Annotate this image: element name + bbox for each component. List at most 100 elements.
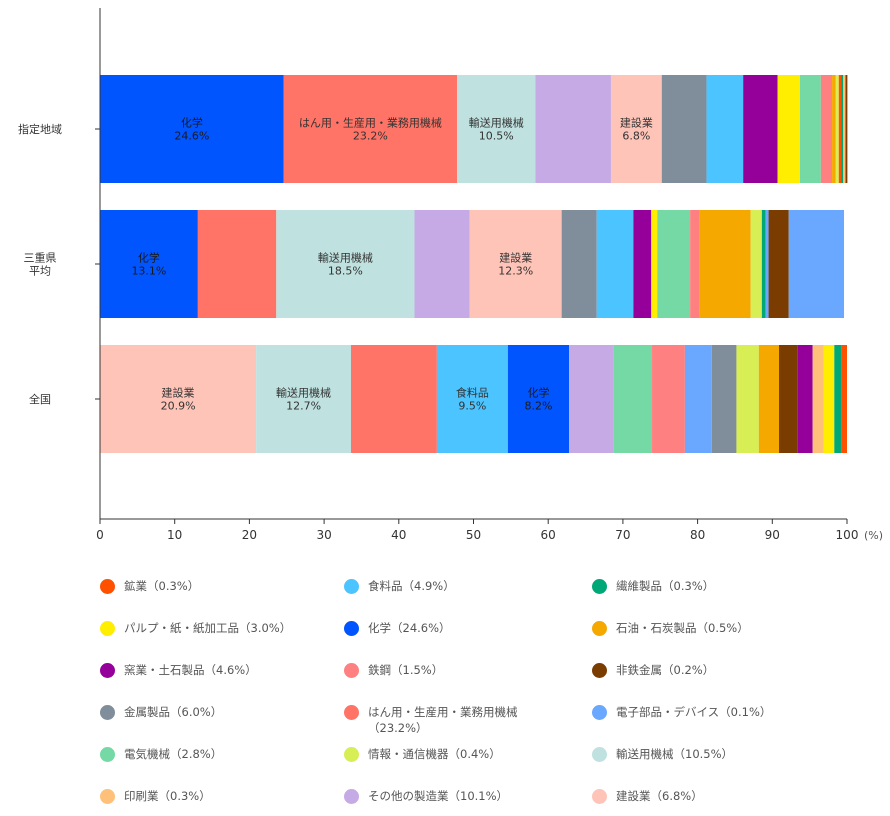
- legend-label: その他の製造業（10.1%）: [368, 789, 509, 803]
- legend-label: 輸送用機械（10.5%）: [616, 747, 734, 761]
- bar-segment: [823, 345, 835, 453]
- bar-segment: [841, 345, 847, 453]
- legend-label: 化学（24.6%）: [368, 621, 451, 635]
- legend-label: 石油・石炭製品（0.5%）: [616, 621, 749, 635]
- bar-segment: [765, 210, 769, 318]
- x-tick-label: 0: [96, 528, 104, 542]
- bar-segment: [436, 345, 508, 453]
- bar-segment: [652, 345, 685, 453]
- bar-segment: [736, 345, 759, 453]
- x-tick-label: 10: [167, 528, 182, 542]
- bar-segment: [684, 345, 712, 453]
- legend-label: はん用・生産用・業務用機械 （23.2%）: [368, 705, 518, 735]
- bar-segment: [832, 75, 836, 183]
- bar-segment: [690, 210, 700, 318]
- bar-segment: [256, 345, 351, 453]
- bar-segment: [750, 210, 762, 318]
- stacked-bar-chart: 化学 24.6% はん用・生産用・業務用機械 23.2% 輸送用機械 10.5% 建設業 6.…: [18, 8, 883, 542]
- bar-segment: [761, 210, 766, 318]
- bar-data-label: 化学 13.1%: [131, 251, 166, 278]
- legend-item: 窯業・土石製品（4.6%）: [100, 662, 257, 678]
- legend-swatch: [592, 621, 607, 636]
- bar-segment: [820, 75, 833, 183]
- bar-segment: [507, 345, 570, 453]
- bar-segment: [797, 345, 813, 453]
- legend-item: 電気機械（2.8%）: [100, 746, 222, 762]
- bar-segment: [613, 345, 653, 453]
- bar-segment: [834, 345, 842, 453]
- category-label: 三重県平均: [24, 251, 57, 278]
- bar-segment: [100, 75, 284, 183]
- category-label: 全国: [29, 392, 51, 406]
- bar-segment: [100, 345, 257, 453]
- legend-item: 化学（24.6%）: [344, 620, 451, 636]
- x-tick-label: 40: [391, 528, 406, 542]
- bar-segment: [661, 75, 707, 183]
- bar-segment: [711, 345, 737, 453]
- bar-segment: [758, 345, 780, 453]
- x-tick-label: 20: [242, 528, 257, 542]
- legend-swatch: [592, 663, 607, 678]
- legend-item: その他の製造業（10.1%）: [344, 788, 508, 804]
- legend-swatch: [100, 663, 115, 678]
- legend-label: 金属製品（6.0%）: [124, 705, 223, 719]
- bar-segment: [843, 75, 846, 183]
- legend-swatch: [100, 579, 115, 594]
- legend-item: 印刷業（0.3%）: [100, 788, 211, 804]
- legend-label: 印刷業（0.3%）: [124, 789, 211, 803]
- legend-label: 電子部品・デバイス（0.1%）: [616, 705, 772, 719]
- legend-swatch: [100, 705, 115, 720]
- bar-segment: [100, 210, 198, 318]
- legend-item: 鉄鋼（1.5%）: [344, 662, 443, 678]
- legend-item: 輸送用機械（10.5%）: [592, 746, 733, 762]
- x-unit-label: (%): [864, 529, 883, 542]
- bar-segment: [788, 210, 845, 318]
- bar-data-label: 建設業 20.9%: [161, 386, 196, 413]
- legend-label: 食料品（4.9%）: [368, 579, 455, 593]
- legend-swatch: [344, 705, 359, 720]
- bar-segment: [569, 345, 614, 453]
- bar-segment: [812, 345, 824, 453]
- legend-swatch: [344, 663, 359, 678]
- x-tick-label: 80: [690, 528, 705, 542]
- legend-swatch: [344, 747, 359, 762]
- legend-item: パルプ・紙・紙加工品（3.0%）: [100, 620, 291, 636]
- legend-item: はん用・生産用・業務用機械 （23.2%）: [344, 704, 518, 736]
- bar-segment: [610, 75, 662, 183]
- legend-label: 窯業・土石製品（4.6%）: [124, 663, 257, 677]
- legend-item: 電子部品・デバイス（0.1%）: [592, 704, 771, 720]
- bar-segment: [350, 345, 437, 453]
- bar-data-label: 食料品 9.5%: [456, 386, 489, 413]
- bar-data-label: 化学 24.6%: [174, 116, 209, 143]
- legend-label: 繊維製品（0.3%）: [616, 579, 715, 593]
- legend-label: 電気機械（2.8%）: [124, 747, 223, 761]
- bar-segment: [841, 75, 844, 183]
- bar-segment: [469, 210, 562, 318]
- legend-item: 繊維製品（0.3%）: [592, 578, 714, 594]
- bar-segment: [535, 75, 611, 183]
- bar-segment: [633, 210, 652, 318]
- legend-swatch: [592, 747, 607, 762]
- legend-label: パルプ・紙・紙加工品（3.0%）: [124, 621, 292, 635]
- bar-segment: [457, 75, 536, 183]
- legend-label: 非鉄金属（0.2%）: [616, 663, 715, 677]
- legend-swatch: [344, 621, 359, 636]
- legend-item: 情報・通信機器（0.4%）: [344, 746, 501, 762]
- bar-segment: [845, 75, 847, 183]
- legend-item: 金属製品（6.0%）: [100, 704, 222, 720]
- legend-item: 建設業（6.8%）: [592, 788, 703, 804]
- bar-data-label: 輸送用機械 12.7%: [276, 386, 331, 413]
- legend-label: 情報・通信機器（0.4%）: [368, 747, 501, 761]
- x-tick-label: 90: [765, 528, 780, 542]
- bar-segment: [779, 345, 798, 453]
- x-tick-label: 70: [615, 528, 630, 542]
- legend-swatch: [344, 579, 359, 594]
- bar-segment: [743, 75, 778, 183]
- bar-data-label: 輸送用機械 10.5%: [469, 116, 524, 143]
- bar-segment: [706, 75, 744, 183]
- legend-label: 鉄鋼（1.5%）: [368, 663, 444, 677]
- bar-segment: [657, 210, 691, 318]
- legend-item: 食料品（4.9%）: [344, 578, 455, 594]
- bar-segment: [799, 75, 821, 183]
- bar-segment: [197, 210, 277, 318]
